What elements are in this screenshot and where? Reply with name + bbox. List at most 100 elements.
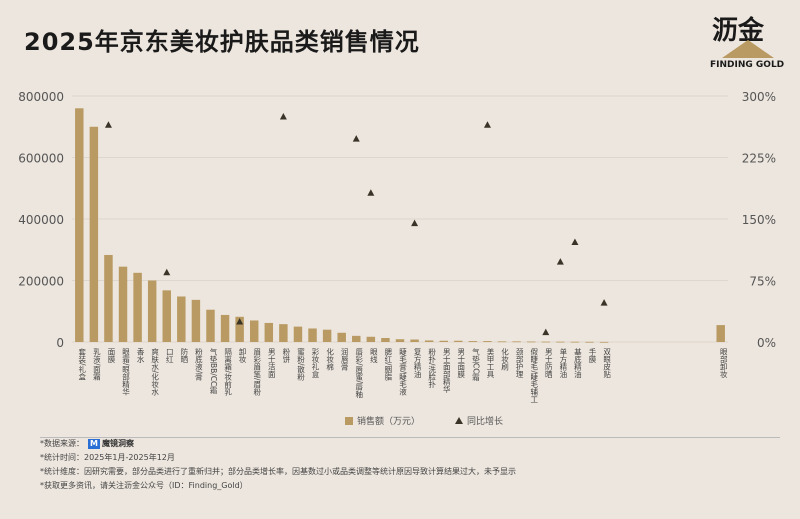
note-source-name: 魔镜洞察 — [102, 439, 134, 448]
note-source: *数据来源： M 魔镜洞察 — [40, 437, 780, 451]
x-tick-label: 爽肤水/化妆水 — [150, 348, 159, 396]
x-tick-label: 美甲工具 — [486, 347, 495, 380]
x-tick-label: 男士面膜 — [457, 348, 466, 380]
bar — [352, 335, 361, 342]
bar — [147, 280, 157, 342]
x-tick-label: 睫毛膏/睫毛液 — [398, 347, 407, 397]
bar — [89, 126, 99, 342]
note-dimension: *统计维度：因研究需要，部分品类进行了重新归并；部分品类增长率，因基数过小或品类… — [40, 467, 516, 476]
y-tick-label: 0 — [56, 336, 64, 350]
y-tick-label: 400000 — [18, 213, 64, 227]
bar — [191, 299, 201, 342]
y2-tick-label: 300% — [742, 90, 776, 104]
x-tick-label: 男士面部精华 — [442, 348, 451, 395]
y2-tick-label: 0% — [757, 336, 776, 350]
growth-marker — [367, 189, 375, 196]
x-tick-label: 男士防晒 — [544, 348, 553, 380]
bar — [599, 341, 609, 343]
x-tick-label: 面膜 — [107, 348, 116, 365]
bar — [381, 338, 390, 342]
growth-marker — [600, 299, 608, 306]
x-tick-label: 眼霜/眼部精华 — [121, 348, 130, 397]
bar — [104, 254, 113, 342]
x-tick-label: 卸妆 — [238, 347, 247, 365]
growth-marker — [571, 238, 579, 245]
x-tick-label: 化妆棉 — [325, 347, 334, 372]
logo-cn-text: 沥金 — [712, 16, 765, 46]
legend-marker-swatch — [455, 417, 463, 424]
x-tick-label: 粉饼 — [282, 347, 291, 365]
notes-divider — [40, 437, 780, 438]
bar — [570, 341, 580, 343]
bar — [264, 322, 274, 342]
growth-marker — [411, 219, 419, 227]
growth-marker — [352, 135, 360, 142]
x-tick-label: 假睫毛/睫毛辅工 — [529, 348, 538, 404]
y2-tick-label: 150% — [742, 213, 776, 227]
growth-marker — [556, 258, 564, 265]
logo-en-text: FINDING GOLD — [710, 60, 785, 70]
x-tick-label: 隔离霜/妆前乳 — [223, 348, 232, 396]
bar — [162, 290, 171, 342]
growth-marker — [279, 113, 287, 120]
source-logo-icon: M — [88, 439, 100, 449]
bar — [585, 341, 594, 343]
x-tick-label: 套装/礼盒 — [78, 347, 87, 381]
bar — [424, 340, 434, 342]
note-period: *统计时间：2025年1月-2025年12月 — [40, 453, 175, 462]
y-tick-label: 800000 — [18, 90, 64, 104]
x-tick-label: 香水 — [136, 347, 145, 364]
x-tick-label: 手膜 — [588, 347, 597, 365]
y2-tick-label: 75% — [749, 275, 776, 289]
growth-marker — [542, 328, 550, 336]
brand-logo: 沥金 FINDING GOLD — [708, 10, 788, 74]
bar — [410, 339, 419, 342]
bar — [308, 328, 317, 342]
bar — [249, 320, 259, 342]
x-tick-label: 单方精油 — [559, 347, 568, 380]
x-tick-label: 粉底液/膏 — [194, 347, 203, 381]
bar — [716, 325, 725, 342]
x-tick-label: 乳液/面霜 — [92, 347, 101, 382]
legend-bar-swatch — [345, 417, 353, 425]
x-tick-label: 粉扑/洗脸扑 — [427, 347, 436, 390]
x-tick-label: 基底精油 — [573, 347, 582, 380]
bar-line-chart: 0 200000 400000 600000 800000 0% 75% 150% 225% 3… — [18, 90, 776, 427]
x-tick-label: 气垫CC霜 — [471, 347, 480, 382]
x-tick-label: 防晒 — [180, 347, 189, 365]
x-tick-label: 唇彩/唇蜜/唇釉 — [355, 348, 364, 400]
bar — [541, 341, 551, 343]
legend-bar-label: 销售额（万元） — [357, 415, 420, 427]
bar — [497, 341, 507, 343]
growth-marker — [483, 121, 491, 128]
bar — [454, 340, 463, 342]
y-tick-label: 200000 — [18, 275, 64, 289]
bar — [483, 341, 492, 342]
x-tick-label: 腮红/胭脂 — [384, 348, 393, 382]
bar — [118, 266, 128, 342]
x-tick-label: 双眼皮贴 — [602, 348, 611, 380]
x-tick-label: 眼线 — [369, 348, 378, 364]
bar — [322, 329, 332, 342]
notes-block: *数据来源： M 魔镜洞察 *统计时间：2025年1月-2025年12月 *统计维度… — [40, 437, 780, 493]
bar — [220, 314, 230, 342]
bar — [75, 108, 84, 342]
bar — [395, 339, 405, 342]
y-tick-label: 600000 — [18, 152, 64, 166]
x-tick-label: 化妆刷 — [500, 347, 509, 372]
bar — [439, 340, 448, 342]
bar — [556, 341, 565, 343]
growth-marker — [236, 318, 244, 325]
x-tick-label: 眉彩眉笔/眉粉 — [252, 348, 261, 397]
x-tick-label: 润唇膏 — [340, 347, 349, 371]
legend-marker-label: 同比增长 — [467, 415, 503, 427]
note-more: *获取更多资讯，请关注沥金公众号（ID：Finding_Gold） — [40, 481, 248, 490]
bar — [235, 316, 244, 342]
note-source-label: *数据来源： — [40, 439, 84, 448]
x-tick-label: 眼部卸妆 — [719, 348, 728, 380]
chart-title: 2025年京东美妆护肤品类销售情况 — [24, 28, 420, 56]
x-tick-label: 复方精油 — [413, 347, 422, 380]
bar — [293, 326, 303, 342]
bar — [206, 309, 215, 342]
x-tick-label: 颈部护理 — [515, 348, 524, 379]
